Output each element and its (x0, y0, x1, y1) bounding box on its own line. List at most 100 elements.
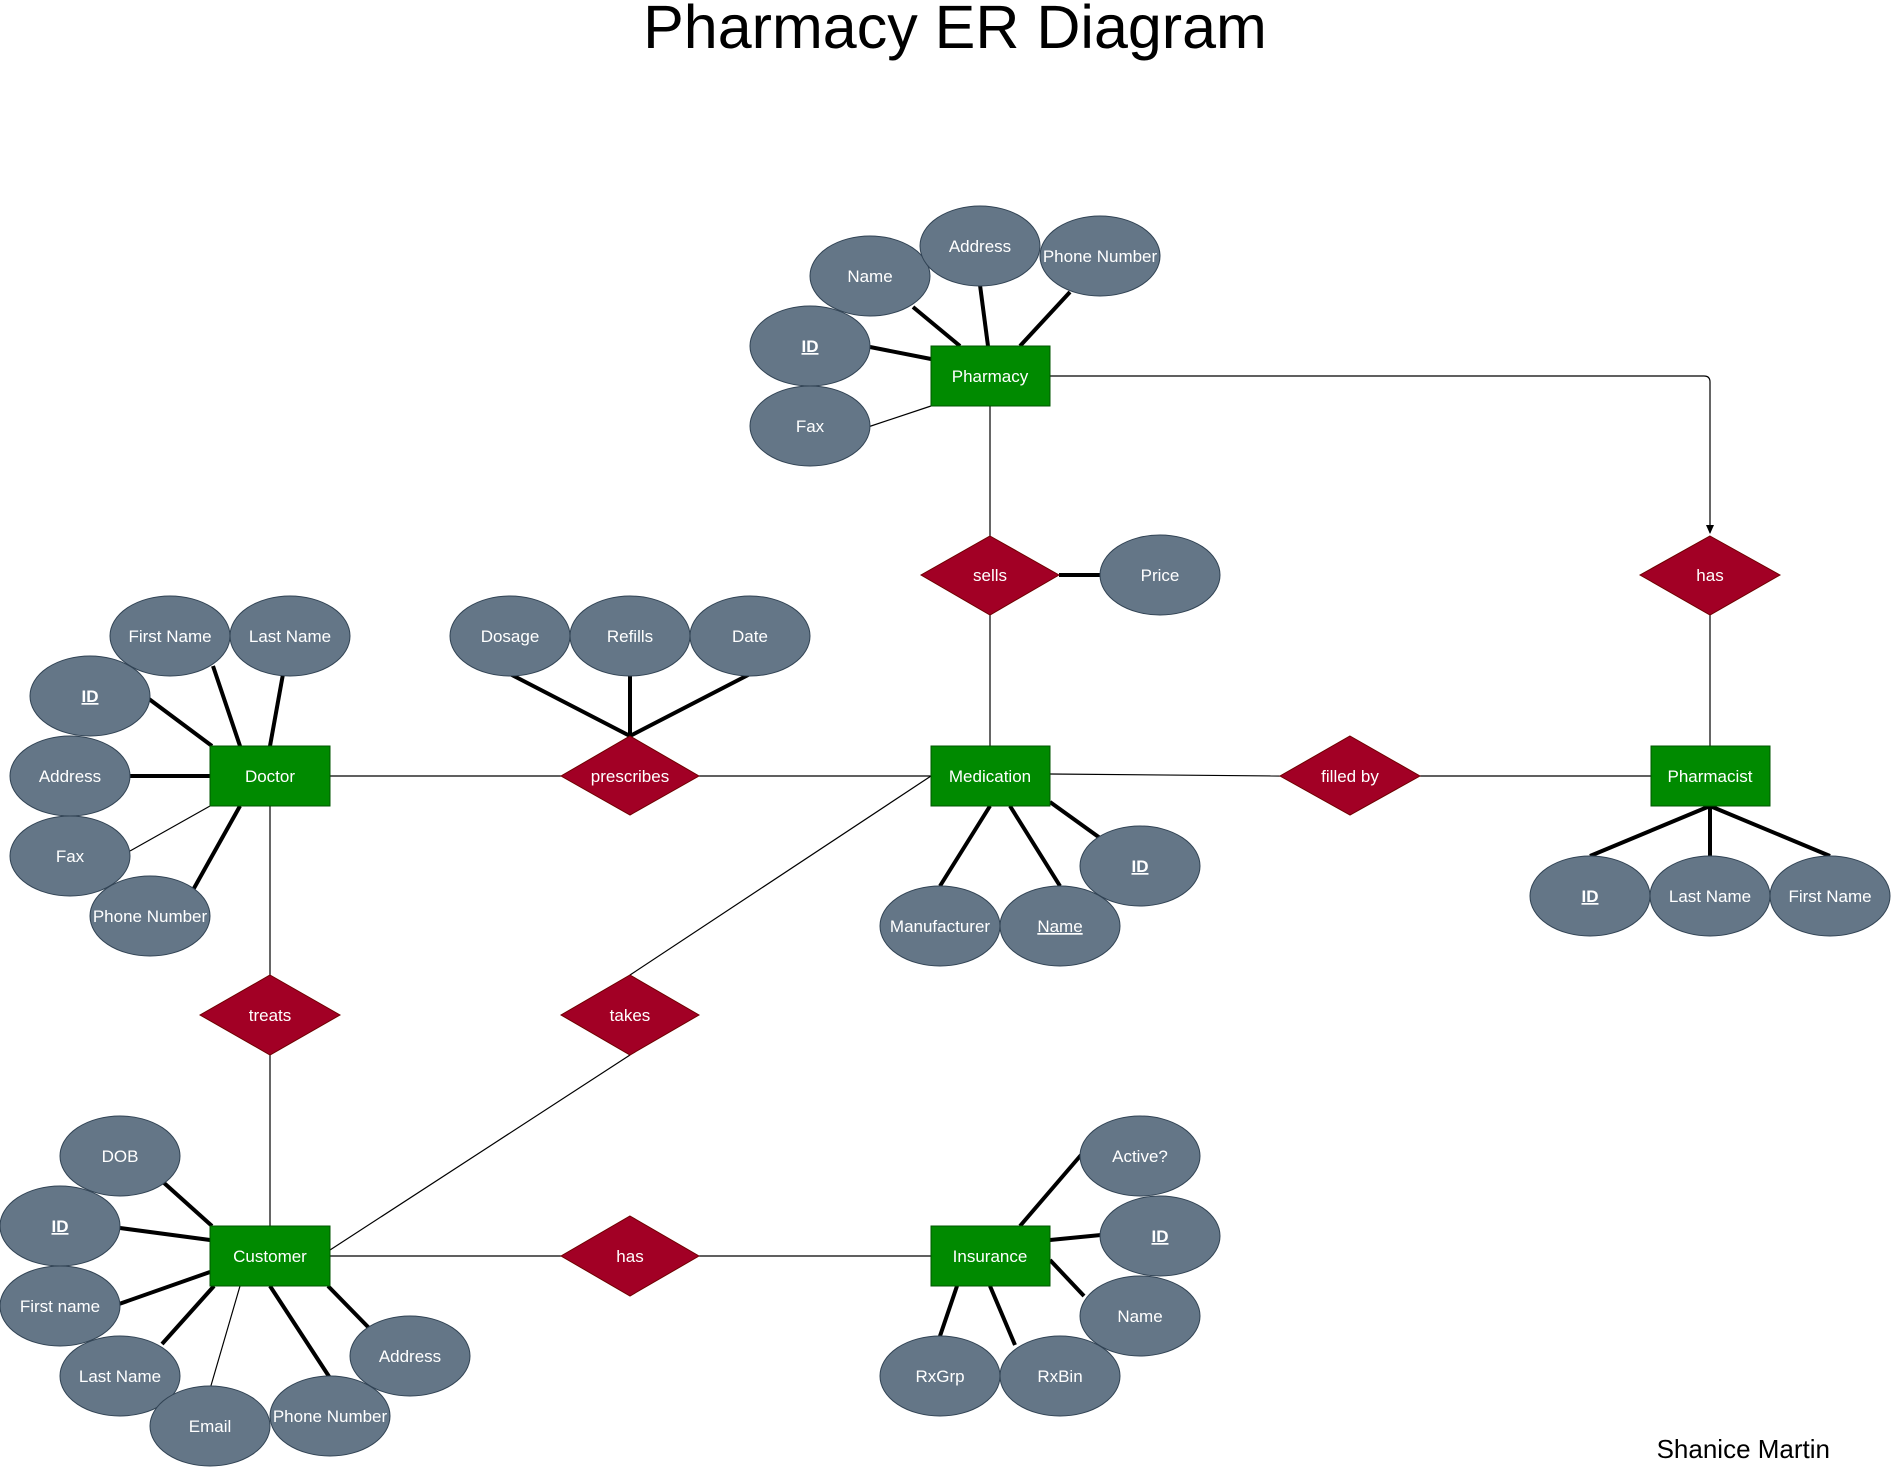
attribute-pharmacist-id[interactable]: ID (1529, 855, 1651, 937)
connector-customer-email (209, 1285, 241, 1390)
svg-text:Refills: Refills (607, 627, 653, 646)
svg-text:ID: ID (52, 1217, 69, 1236)
svg-text:Address: Address (39, 767, 101, 786)
svg-text:ID: ID (1152, 1227, 1169, 1246)
connector-medication-takes (629, 775, 932, 976)
attribute-customer-first-name[interactable]: First name (0, 1265, 121, 1347)
entity-pharmacist-label: Pharmacist (1667, 767, 1752, 786)
svg-text:Fax: Fax (796, 417, 825, 436)
relationships: sells has prescribes filled by treats ta… (198, 535, 1782, 1297)
svg-text:Email: Email (189, 1417, 232, 1436)
relationship-sells-label: sells (973, 566, 1007, 585)
connector-pharmacy-name (911, 305, 962, 348)
attribute-pharmacist-first-name[interactable]: First Name (1769, 855, 1891, 937)
entities: Pharmacy Doctor Medication Pharmacist Cu… (209, 345, 1771, 1287)
svg-text:First Name: First Name (128, 627, 211, 646)
connector-doctor-lastname (268, 673, 285, 747)
connector-prescribes-date (629, 672, 751, 738)
svg-text:Active?: Active? (1112, 1147, 1168, 1166)
svg-text:Dosage: Dosage (481, 627, 540, 646)
svg-text:Last Name: Last Name (1669, 887, 1751, 906)
attribute-pharmacy-id[interactable]: ID (749, 305, 871, 387)
attribute-customer-id[interactable]: ID (0, 1185, 121, 1267)
connector-doctor-fax (129, 805, 211, 852)
attribute-doctor-fax[interactable]: Fax (9, 815, 131, 897)
connector-pharmacist-firstname (1709, 804, 1831, 858)
entity-pharmacy[interactable]: Pharmacy (930, 345, 1051, 407)
entity-doctor-label: Doctor (245, 767, 295, 786)
connector-insurance-active (1018, 1153, 1083, 1228)
svg-text:Last Name: Last Name (79, 1367, 161, 1386)
relationship-prescribes-label: prescribes (591, 767, 669, 786)
svg-text:Last Name: Last Name (249, 627, 331, 646)
attribute-insurance-rxgrp[interactable]: RxGrp (879, 1335, 1001, 1417)
relationship-filled-by[interactable]: filled by (1278, 735, 1422, 816)
connector-customer-id (119, 1226, 211, 1242)
connector-takes-customer (329, 1054, 631, 1251)
connector-pharmacy-has-arrow (1050, 375, 1714, 534)
entity-insurance[interactable]: Insurance (930, 1225, 1051, 1287)
connector-pharmacy-fax (867, 405, 932, 428)
connector-medication-manufacturer (938, 804, 992, 888)
entity-medication[interactable]: Medication (930, 745, 1051, 807)
attribute-doctor-first-name[interactable]: First Name (109, 595, 231, 677)
svg-text:Address: Address (949, 237, 1011, 256)
entity-insurance-label: Insurance (953, 1247, 1028, 1266)
attribute-medication-manufacturer[interactable]: Manufacturer (879, 885, 1001, 967)
entity-doctor[interactable]: Doctor (209, 745, 331, 807)
svg-text:Phone Number: Phone Number (1043, 247, 1158, 266)
entity-pharmacy-label: Pharmacy (952, 367, 1029, 386)
attribute-customer-dob[interactable]: DOB (59, 1115, 181, 1197)
svg-text:ID: ID (1582, 887, 1599, 906)
svg-text:First name: First name (20, 1297, 100, 1316)
attribute-doctor-last-name[interactable]: Last Name (229, 595, 351, 677)
attribute-customer-last-name[interactable]: Last Name (59, 1335, 181, 1417)
attribute-pharmacist-last-name[interactable]: Last Name (1649, 855, 1771, 937)
connector-customer-phone (268, 1284, 332, 1380)
relationship-takes-label: takes (610, 1006, 651, 1025)
attribute-insurance-active[interactable]: Active? (1079, 1115, 1201, 1197)
entity-customer[interactable]: Customer (209, 1225, 331, 1287)
connector-customer-firstname (118, 1270, 211, 1306)
relationship-has-pharmacist[interactable]: has (1638, 535, 1782, 616)
attribute-customer-address[interactable]: Address (349, 1315, 471, 1397)
svg-text:ID: ID (82, 687, 99, 706)
relationship-treats-label: treats (249, 1006, 292, 1025)
attribute-pharmacy-address[interactable]: Address (919, 205, 1041, 287)
author-name: Shanice Martin (1657, 1434, 1830, 1464)
attribute-doctor-address[interactable]: Address (9, 735, 131, 817)
attribute-insurance-name[interactable]: Name (1079, 1275, 1201, 1357)
attribute-doctor-id[interactable]: ID (29, 655, 151, 737)
svg-text:Phone Number: Phone Number (93, 907, 208, 926)
relationship-takes[interactable]: takes (560, 974, 700, 1056)
attribute-customer-email[interactable]: Email (149, 1385, 271, 1467)
attribute-medication-id[interactable]: ID (1079, 825, 1201, 907)
relationship-sells[interactable]: sells (919, 535, 1061, 616)
relationship-has-insurance[interactable]: has (560, 1215, 700, 1297)
attribute-doctor-phone[interactable]: Phone Number (89, 875, 211, 957)
attribute-insurance-id[interactable]: ID (1099, 1195, 1221, 1277)
attribute-pharmacy-phone[interactable]: Phone Number (1039, 215, 1161, 297)
svg-text:Date: Date (732, 627, 768, 646)
relationship-has-insurance-label: has (616, 1247, 643, 1266)
svg-text:Price: Price (1141, 566, 1180, 585)
attribute-pharmacy-name[interactable]: Name (809, 235, 931, 317)
attribute-medication-name[interactable]: Name (999, 885, 1121, 967)
attribute-insurance-rxbin[interactable]: RxBin (999, 1335, 1121, 1417)
connector-doctor-firstname (211, 665, 242, 747)
attribute-prescribes-dosage[interactable]: Dosage (449, 595, 571, 677)
entity-customer-label: Customer (233, 1247, 307, 1266)
entity-pharmacist[interactable]: Pharmacist (1650, 745, 1771, 807)
connector-doctor-phone (191, 805, 242, 891)
relationship-prescribes[interactable]: prescribes (559, 735, 701, 816)
connector-doctor-id (143, 694, 214, 748)
attribute-pharmacy-fax[interactable]: Fax (749, 385, 871, 467)
attribute-prescribes-refills[interactable]: Refills (569, 595, 691, 677)
attribute-customer-phone[interactable]: Phone Number (269, 1375, 391, 1457)
attribute-prescribes-date[interactable]: Date (689, 595, 811, 677)
attribute-sells-price[interactable]: Price (1099, 534, 1221, 616)
relationship-filled-by-label: filled by (1321, 767, 1379, 786)
diagram-title: Pharmacy ER Diagram (643, 0, 1267, 61)
relationship-treats[interactable]: treats (198, 974, 342, 1056)
